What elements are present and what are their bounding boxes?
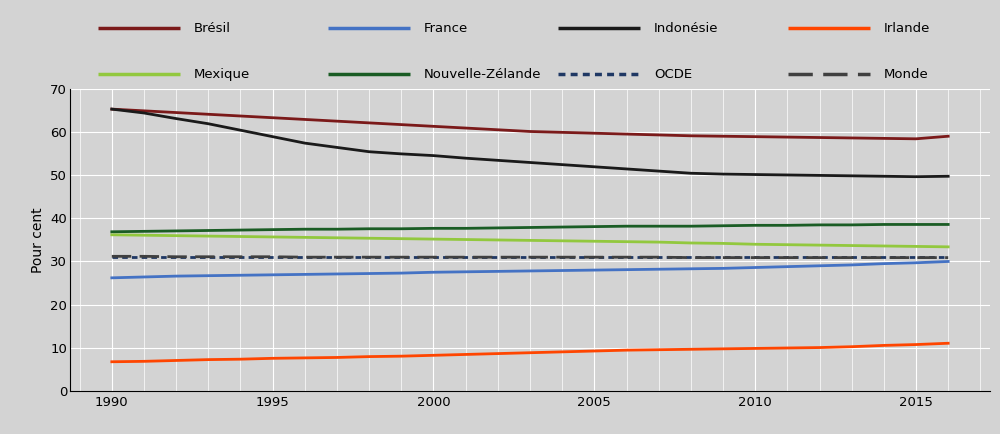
Text: Indonésie: Indonésie <box>654 22 719 35</box>
Y-axis label: Pour cent: Pour cent <box>31 207 45 273</box>
Text: OCDE: OCDE <box>654 68 692 81</box>
Text: Mexique: Mexique <box>194 68 250 81</box>
Text: Irlande: Irlande <box>884 22 931 35</box>
Text: Monde: Monde <box>884 68 929 81</box>
Text: Brésil: Brésil <box>194 22 231 35</box>
Text: France: France <box>424 22 468 35</box>
Text: Nouvelle-Zélande: Nouvelle-Zélande <box>424 68 542 81</box>
